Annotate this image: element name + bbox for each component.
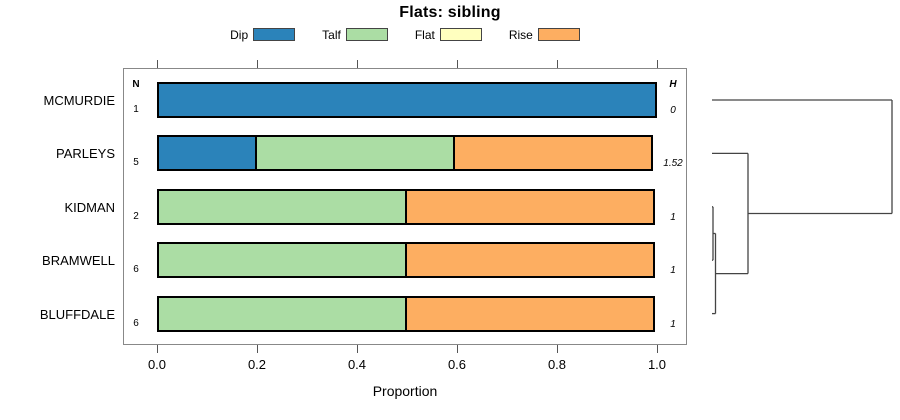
category-label: PARLEYS: [55, 146, 115, 162]
x-axis-tick: [357, 60, 358, 68]
bar-segment-rise: [405, 295, 655, 332]
bar-segment-dip: [157, 82, 657, 118]
legend-swatch-talf-icon: [345, 28, 388, 41]
bar-segment-rise: [453, 135, 653, 172]
x-axis-tick: [457, 60, 458, 68]
x-axis-tick-label: 0.6: [447, 357, 467, 372]
x-axis-tick-label: 0.4: [347, 357, 367, 372]
n-column-header: N: [132, 79, 140, 90]
bar-segment-rise: [405, 188, 655, 225]
bar-segment-talf: [255, 135, 455, 172]
legend-item-flat: Flat: [415, 28, 482, 42]
x-axis-tick-label: 1.0: [647, 357, 667, 372]
x-axis-tick: [457, 345, 458, 353]
x-axis-tick-label: 0.0: [147, 357, 167, 372]
bar-segment-dip: [157, 135, 257, 172]
bar-row-mcmurdie: [157, 82, 657, 118]
legend-item-dip: Dip: [230, 27, 296, 42]
n-value: 6: [133, 317, 139, 329]
legend-label: Flat: [414, 27, 435, 42]
h-column-header: H: [669, 79, 677, 90]
legend: Dip Talf Flat Rise: [123, 26, 687, 43]
x-axis-tick: [357, 345, 358, 353]
h-value: 1: [670, 265, 676, 277]
bar-row-bramwell: [157, 242, 657, 279]
n-value: 2: [133, 210, 139, 222]
legend-swatch-rise-icon: [537, 28, 580, 41]
bar-segment-talf: [157, 188, 407, 225]
x-axis-tick: [157, 345, 158, 353]
bar-segment-rise: [405, 242, 655, 279]
h-value: 0: [670, 105, 676, 116]
h-value: 1: [670, 211, 676, 223]
x-axis-tick: [257, 345, 258, 353]
legend-label: Talf: [322, 27, 341, 42]
bar-segment-talf: [157, 295, 407, 332]
legend-swatch-dip-icon: [253, 28, 296, 41]
category-label: MCMURDIE: [43, 93, 116, 108]
chart-title: Flats: sibling: [399, 4, 501, 21]
h-value: 1: [670, 318, 676, 330]
n-value: 6: [133, 264, 139, 276]
bar-segment-talf: [157, 242, 407, 279]
x-axis-tick: [557, 60, 558, 68]
x-axis-tick: [257, 60, 258, 68]
legend-label: Rise: [508, 27, 533, 42]
legend-swatch-flat-icon: [439, 28, 482, 41]
category-label: BRAMWELL: [42, 253, 115, 269]
category-label: BLUFFDALE: [39, 306, 115, 322]
legend-item-talf: Talf: [322, 28, 388, 42]
x-axis-tick: [557, 345, 558, 353]
n-value: 1: [133, 104, 139, 115]
x-axis-tick-label: 0.8: [547, 357, 567, 372]
n-value: 5: [133, 157, 139, 169]
legend-label: Dip: [230, 27, 249, 42]
x-axis-title: Proportion: [372, 383, 438, 399]
h-value: 1.52: [663, 158, 683, 170]
x-axis-tick-label: 0.2: [247, 357, 267, 372]
legend-item-rise: Rise: [509, 28, 580, 42]
x-axis-tick: [157, 60, 158, 68]
bar-row-kidman: [157, 188, 657, 225]
x-axis-tick: [657, 60, 658, 68]
category-label: KIDMAN: [64, 199, 115, 215]
bar-row-bluffdale: [157, 295, 657, 332]
bar-row-parleys: [157, 135, 657, 172]
x-axis-tick: [657, 345, 658, 353]
